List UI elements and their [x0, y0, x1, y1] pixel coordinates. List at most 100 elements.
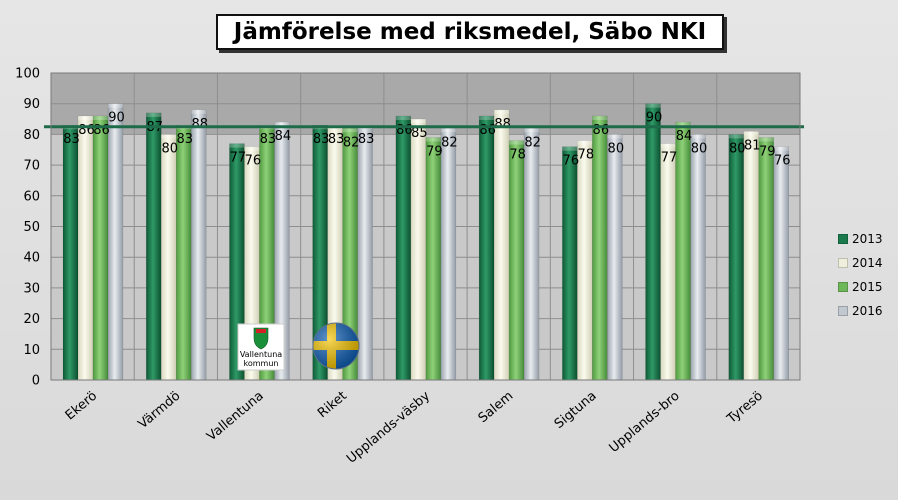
x-tick-label: Salem [476, 389, 517, 427]
bar-top-highlight [524, 128, 540, 133]
bar-2015 [92, 115, 109, 381]
bar-2014 [743, 131, 760, 381]
bar-top-highlight [660, 143, 676, 148]
bar-2016 [773, 146, 790, 381]
bar-2016 [107, 103, 124, 381]
bar-top-highlight [425, 137, 441, 142]
bar-2014 [410, 118, 427, 381]
bar-top-highlight [395, 115, 411, 120]
data-label: 90 [108, 111, 125, 126]
legend-item-2013: 2013 [838, 227, 898, 251]
bar-2016 [357, 124, 373, 381]
bar-top-highlight [577, 140, 593, 145]
data-label: 83 [313, 132, 330, 147]
vallentuna-logo: Vallentuna kommun [237, 323, 285, 371]
chart-title: Jämförelse med riksmedel, Säbo NKI [216, 14, 724, 50]
bar-2014 [493, 109, 510, 381]
bar-2016 [607, 134, 623, 381]
data-label: 84 [676, 129, 693, 144]
bar-top-highlight [161, 134, 177, 139]
data-label: 77 [661, 151, 678, 166]
bar-2013 [645, 103, 661, 381]
legend-swatch [838, 258, 848, 268]
bar-top-highlight [229, 143, 245, 148]
x-tick-label: Ekerö [63, 389, 100, 424]
data-label: 79 [426, 144, 443, 159]
bar-top-highlight [274, 122, 290, 127]
legend-label: 2013 [852, 232, 883, 246]
bar-2015 [508, 140, 525, 381]
bar-top-highlight [108, 103, 123, 108]
y-tick-label: 90 [23, 97, 40, 112]
data-label: 78 [578, 148, 595, 163]
bar-2013 [145, 112, 162, 381]
y-tick-label: 20 [23, 312, 40, 327]
bar-top-highlight [728, 134, 744, 139]
data-label: 77 [230, 151, 247, 166]
data-label: 76 [563, 154, 580, 169]
legend-label: 2015 [852, 280, 883, 294]
bar-top-highlight [645, 103, 661, 108]
data-label: 76 [774, 154, 791, 169]
bar-2016 [190, 109, 207, 381]
bar-top-highlight [494, 109, 510, 114]
data-label: 84 [275, 129, 292, 144]
bar-top-highlight [743, 131, 759, 136]
data-label: 82 [343, 135, 360, 150]
bar-2015 [425, 137, 442, 381]
x-tick-label: Värmdö [136, 389, 184, 433]
bar-2016 [523, 128, 540, 381]
bar-top-highlight [146, 112, 162, 117]
bar-2014 [660, 143, 676, 381]
y-tick-label: 50 [23, 220, 40, 235]
bar-2015 [592, 115, 608, 381]
data-label: 88 [494, 117, 511, 132]
bar-top-highlight [93, 115, 108, 120]
bar-top-highlight [440, 128, 456, 133]
data-label: 83 [260, 132, 277, 147]
legend-item-2016: 2016 [838, 299, 898, 323]
bar-top-highlight [78, 115, 93, 120]
data-label: 82 [441, 135, 458, 150]
y-tick-label: 10 [23, 343, 40, 358]
swedish-flag-icon [312, 322, 360, 370]
bar-top-highlight [410, 119, 426, 124]
data-label: 80 [691, 141, 708, 156]
x-tick-label: Riket [315, 389, 350, 422]
data-label: 83 [328, 132, 345, 147]
bar-2015 [675, 121, 691, 381]
bar-top-highlight [690, 134, 706, 139]
bar-2013 [562, 146, 578, 381]
data-label: 79 [759, 144, 776, 159]
bar-2016 [440, 128, 457, 381]
data-label: 83 [176, 132, 193, 147]
bar-2014 [77, 115, 94, 381]
data-label: 76 [245, 154, 262, 169]
legend-swatch [838, 282, 848, 292]
bar-top-highlight [342, 128, 358, 133]
logo-text-vallentuna: Vallentuna [240, 350, 282, 359]
bar-2013 [728, 134, 745, 381]
legend-item-2014: 2014 [838, 251, 898, 275]
legend-swatch [838, 306, 848, 316]
y-tick-label: 70 [23, 159, 40, 174]
plot-border [50, 72, 801, 381]
x-tick-label: Upplands-väsby [344, 388, 433, 466]
data-label: 83 [63, 132, 80, 147]
bar-2013 [395, 115, 412, 381]
x-tick-label: Tyresö [724, 389, 766, 428]
data-label: 83 [358, 132, 375, 147]
x-tick-label: Upplands-bro [607, 389, 683, 456]
data-label: 82 [524, 135, 541, 150]
bar-top-highlight [562, 146, 578, 151]
y-tick-label: 0 [32, 374, 40, 389]
bar-top-highlight [191, 109, 207, 114]
bar-2016 [690, 134, 706, 381]
bar-2014 [160, 134, 177, 381]
chart-legend: 2013 2014 2015 2016 [838, 227, 898, 323]
data-label: 80 [729, 141, 746, 156]
data-label: 80 [161, 141, 178, 156]
bar-2014 [577, 140, 593, 381]
y-tick-label: 100 [15, 67, 40, 82]
